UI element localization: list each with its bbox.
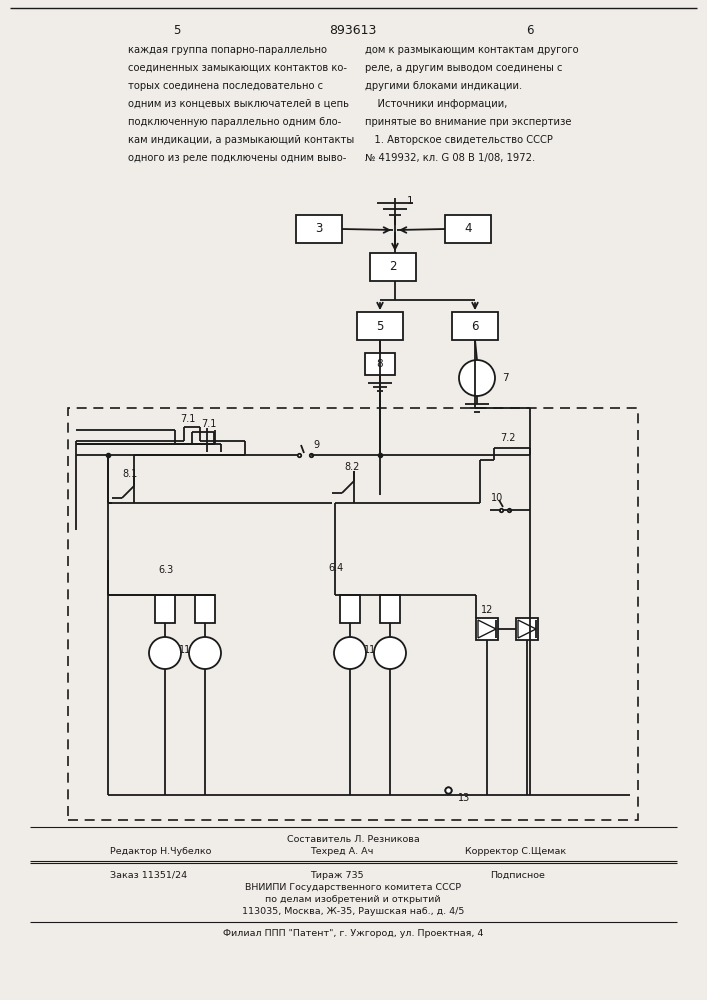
Circle shape — [459, 360, 495, 396]
Bar — [452, 312, 498, 340]
Text: 13: 13 — [458, 793, 470, 803]
Bar — [476, 618, 498, 640]
Text: Техред А. Ач: Техред А. Ач — [310, 848, 373, 856]
Circle shape — [334, 637, 366, 669]
Text: 10: 10 — [491, 493, 503, 503]
Bar — [370, 253, 416, 281]
Circle shape — [189, 637, 221, 669]
Text: 11: 11 — [179, 645, 191, 655]
Text: 3: 3 — [315, 223, 322, 235]
Text: 5: 5 — [173, 23, 181, 36]
Text: 6.4: 6.4 — [328, 563, 344, 573]
Bar — [195, 595, 215, 623]
Bar — [340, 595, 360, 623]
Text: 12: 12 — [481, 605, 493, 615]
Text: 8.1: 8.1 — [122, 469, 137, 479]
Bar — [365, 353, 395, 375]
Text: 4: 4 — [464, 223, 472, 235]
Bar — [155, 595, 175, 623]
Bar — [516, 618, 538, 640]
Text: каждая группа попарно-параллельно: каждая группа попарно-параллельно — [128, 45, 327, 55]
Text: Подписное: Подписное — [490, 870, 545, 880]
Text: принятые во внимание при экспертизе: принятые во внимание при экспертизе — [365, 117, 571, 127]
Bar — [445, 215, 491, 243]
Text: Корректор С.Щемак: Корректор С.Щемак — [465, 848, 566, 856]
Text: 7.1: 7.1 — [201, 419, 216, 429]
Text: 6.3: 6.3 — [158, 565, 173, 575]
Bar — [357, 312, 403, 340]
Text: Составитель Л. Резникова: Составитель Л. Резникова — [286, 834, 419, 844]
Text: соединенных замыкающих контактов ко-: соединенных замыкающих контактов ко- — [128, 63, 347, 73]
Text: Редактор Н.Чубелко: Редактор Н.Чубелко — [110, 848, 211, 856]
Text: ВНИИПИ Государственного комитета СССР: ВНИИПИ Государственного комитета СССР — [245, 884, 461, 892]
Text: другими блоками индикации.: другими блоками индикации. — [365, 81, 522, 91]
Bar — [68, 408, 638, 820]
Text: 6: 6 — [526, 23, 534, 36]
Text: одного из реле подключены одним выво-: одного из реле подключены одним выво- — [128, 153, 346, 163]
Text: 1: 1 — [407, 196, 414, 206]
Text: 1. Авторское свидетельство СССР: 1. Авторское свидетельство СССР — [365, 135, 553, 145]
Text: 11: 11 — [364, 645, 376, 655]
Text: 6: 6 — [472, 320, 479, 332]
Text: дом к размыкающим контактам другого: дом к размыкающим контактам другого — [365, 45, 578, 55]
Text: 8: 8 — [377, 359, 383, 369]
Bar — [296, 215, 342, 243]
Text: одним из концевых выключателей в цепь: одним из концевых выключателей в цепь — [128, 99, 349, 109]
Text: Филиал ППП "Патент", г. Ужгород, ул. Проектная, 4: Филиал ППП "Патент", г. Ужгород, ул. Про… — [223, 928, 483, 938]
Text: 8.2: 8.2 — [344, 462, 359, 472]
Text: реле, а другим выводом соединены с: реле, а другим выводом соединены с — [365, 63, 563, 73]
Text: 113035, Москва, Ж-35, Раушская наб., д. 4/5: 113035, Москва, Ж-35, Раушская наб., д. … — [242, 908, 464, 916]
Text: по делам изобретений и открытий: по делам изобретений и открытий — [265, 896, 440, 904]
Text: 5: 5 — [376, 320, 384, 332]
Text: Заказ 11351/24: Заказ 11351/24 — [110, 870, 187, 880]
Text: 7.2: 7.2 — [500, 433, 515, 443]
Text: № 419932, кл. G 08 B 1/08, 1972.: № 419932, кл. G 08 B 1/08, 1972. — [365, 153, 535, 163]
Bar — [380, 595, 400, 623]
Text: торых соединена последовательно с: торых соединена последовательно с — [128, 81, 323, 91]
Circle shape — [149, 637, 181, 669]
Text: Источники информации,: Источники информации, — [365, 99, 508, 109]
Text: 2: 2 — [390, 260, 397, 273]
Text: 7.1: 7.1 — [180, 414, 195, 424]
Text: подключенную параллельно одним бло-: подключенную параллельно одним бло- — [128, 117, 341, 127]
Circle shape — [374, 637, 406, 669]
Text: 9: 9 — [313, 440, 319, 450]
Text: 7: 7 — [502, 373, 508, 383]
Text: кам индикации, а размыкающий контакты: кам индикации, а размыкающий контакты — [128, 135, 354, 145]
Text: 893613: 893613 — [329, 23, 377, 36]
Text: Тираж 735: Тираж 735 — [310, 870, 363, 880]
